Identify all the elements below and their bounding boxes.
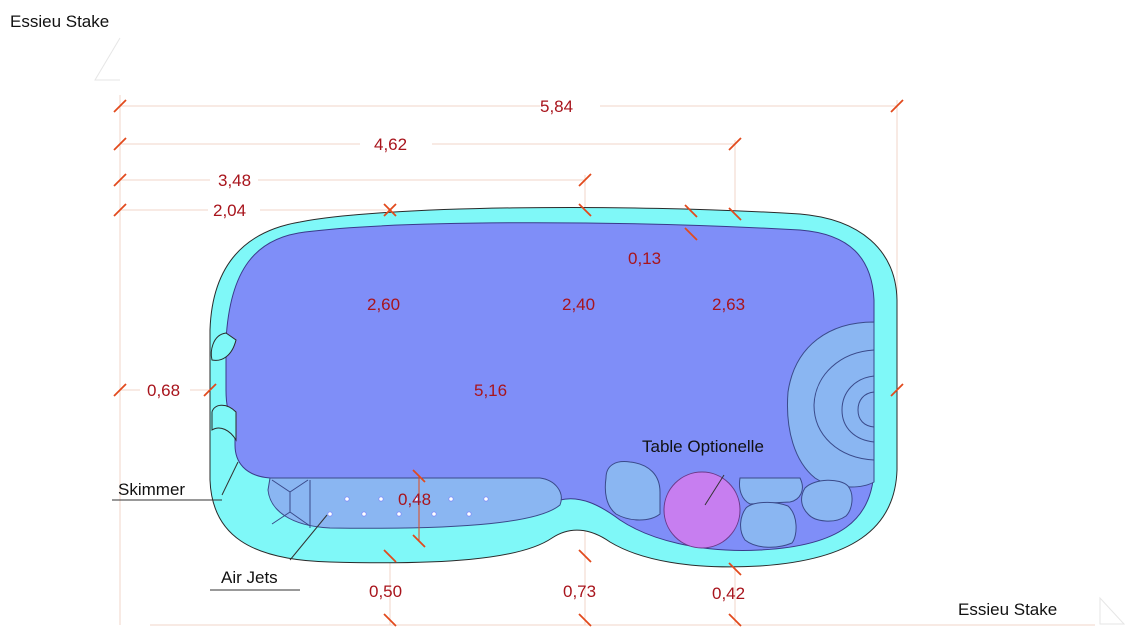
stake-marker-bottom-right	[1099, 596, 1126, 625]
dim-bench-section-2: 0,73	[563, 582, 596, 601]
optional-table	[663, 471, 741, 549]
dim-width-third-section: 2,63	[712, 295, 745, 314]
dim-wall-thickness: 0,13	[628, 249, 661, 268]
step-pad-3	[740, 501, 797, 548]
dim-to-third-section: 4,62	[374, 135, 407, 154]
dim-to-first-section: 2,04	[213, 201, 246, 220]
skimmer-notch-top	[210, 332, 237, 361]
skimmer-label: Skimmer	[118, 480, 185, 499]
corner-step-arcs	[813, 349, 875, 461]
stake-marker-top-left	[94, 37, 121, 81]
dimension-ticks	[113, 99, 904, 627]
dim-width-first-section: 2,60	[367, 295, 400, 314]
dim-bench-section-1: 0,50	[369, 582, 402, 601]
dim-width-second-section: 2,40	[562, 295, 595, 314]
bench-end-panel	[271, 479, 311, 527]
stake-label-bottom-right: Essieu Stake	[958, 600, 1057, 619]
step-pad-1	[604, 461, 661, 521]
step-pad-4	[801, 479, 853, 522]
stake-label-top-left: Essieu Stake	[10, 12, 109, 31]
table-optional-label: Table Optionelle	[642, 437, 764, 456]
air-jets	[327, 496, 489, 517]
dim-overall-length: 5,84	[540, 97, 573, 116]
dim-bench-depth: 0,48	[398, 490, 431, 509]
dim-to-second-section: 3,48	[218, 171, 251, 190]
air-jets-leader-line	[210, 514, 328, 591]
table-leader-line	[704, 474, 725, 506]
dim-end-step-width: 0,68	[147, 381, 180, 400]
skimmer-leader-line	[112, 461, 239, 501]
step-pad-2	[739, 477, 803, 505]
dim-inner-length: 5,16	[474, 381, 507, 400]
air-jets-label: Air Jets	[221, 568, 278, 587]
dim-bench-section-3: 0,42	[712, 584, 745, 603]
skimmer-notch-bottom	[211, 404, 237, 442]
